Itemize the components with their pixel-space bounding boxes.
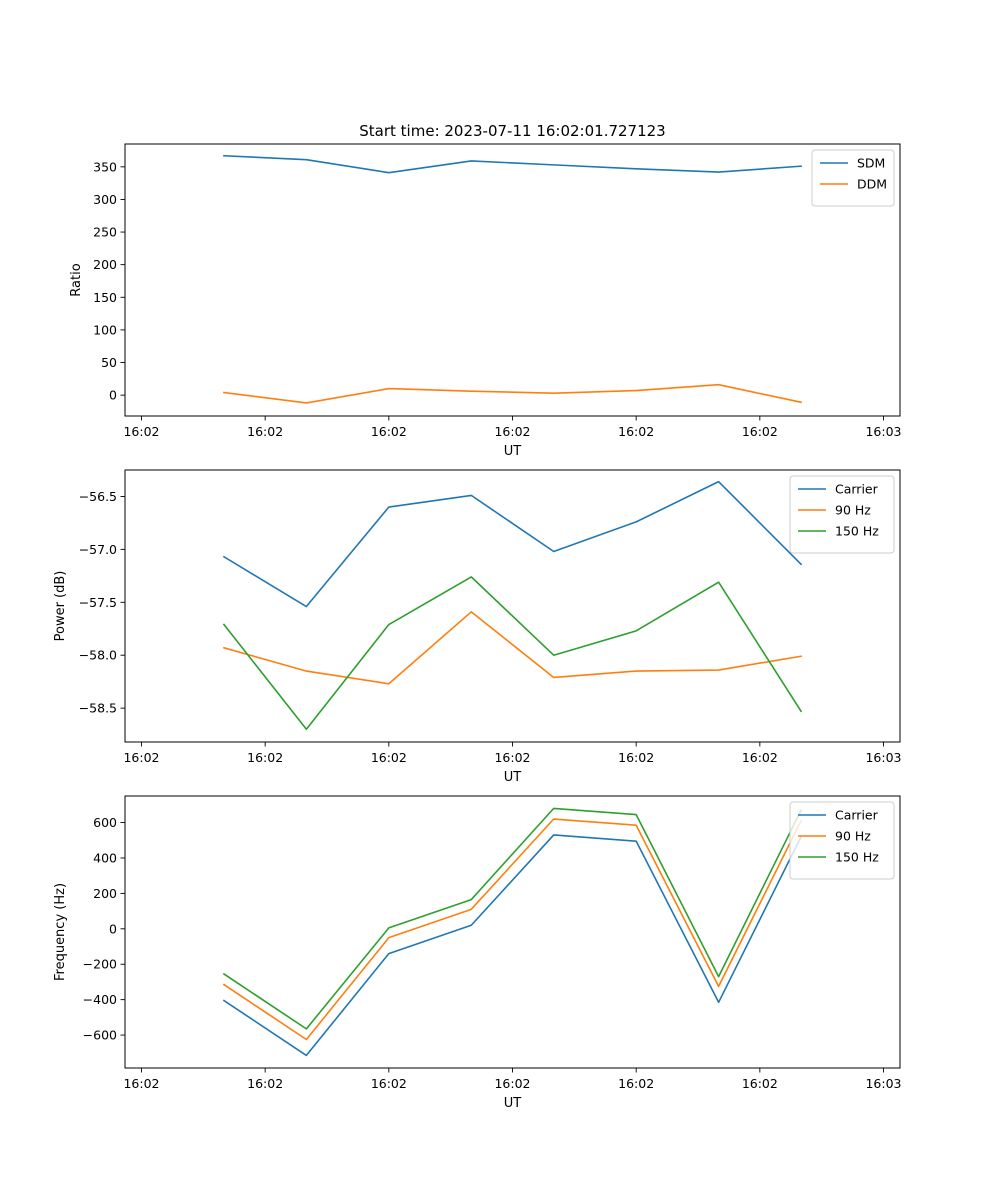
power-y-tick-label: −56.5 [79, 489, 117, 504]
frequency-y-tick-label: 0 [109, 921, 117, 936]
frequency-x-tick-label: 16:02 [618, 1076, 654, 1091]
ratio-y-tick-label: 50 [101, 355, 117, 370]
ratio-panel: 16:02 16:02 16:02 16:02 16:02 16:02 16:03 0 50 10… [69, 143, 902, 459]
ratio-x-tick-label: 16:02 [742, 424, 778, 439]
frequency-x-tick-label: 16:02 [742, 1076, 778, 1091]
power-y-tick-label: −57.5 [79, 595, 117, 610]
power-x-tick-label: 16:02 [494, 750, 530, 765]
power-series-line-150-hz [222, 576, 803, 731]
frequency-x-tick-label: 16:02 [371, 1076, 407, 1091]
figure-title: Start time: 2023-07-11 16:02:01.727123 [359, 122, 665, 140]
power-x-axis-label: UT [504, 770, 522, 785]
power-legend: Carrier 90 Hz 150 Hz [789, 475, 895, 554]
ratio-y-tick-label: 350 [93, 159, 117, 174]
power-x-tick-label: 16:03 [865, 750, 901, 765]
frequency-y-tick-label: 600 [93, 815, 117, 830]
frequency-y-tick-label: −200 [83, 957, 117, 972]
power-y-tick-label: −57.0 [79, 542, 117, 557]
frequency-panel: 16:02 16:02 16:02 16:02 16:02 16:02 16:03 −600 −… [53, 795, 902, 1111]
frequency-legend-box [789, 801, 895, 880]
frequency-legend-label-150-hz: 150 Hz [835, 850, 879, 865]
frequency-series-line-90-hz [222, 818, 803, 1041]
power-x-tick-label: 16:02 [371, 750, 407, 765]
power-legend-label-90-hz: 90 Hz [835, 503, 871, 518]
frequency-x-tick-label: 16:02 [494, 1076, 530, 1091]
ratio-series-line-sdm [223, 154, 802, 174]
ratio-y-axis-label: Ratio [69, 263, 84, 296]
ratio-legend-label-ddm: DDM [857, 177, 887, 192]
power-series-line-90-hz [222, 611, 802, 685]
ratio-y-tick-label: 250 [93, 225, 117, 240]
frequency-x-tick-label: 16:02 [247, 1076, 283, 1091]
power-y-tick-label: −58.0 [79, 648, 117, 663]
ratio-x-tick-label: 16:02 [123, 424, 159, 439]
ratio-legend-box [811, 149, 895, 207]
ratio-y-tick-label: 0 [109, 388, 117, 403]
ratio-y-tick-label: 300 [93, 192, 117, 207]
frequency-x-axis-label: UT [504, 1096, 522, 1111]
power-x-tick-label: 16:02 [123, 750, 159, 765]
ratio-x-tick-label: 16:02 [247, 424, 283, 439]
ratio-series-line-ddm [223, 383, 803, 404]
frequency-y-tick-label: −600 [83, 1028, 117, 1043]
power-y-axis-label: Power (dB) [53, 571, 68, 642]
ratio-y-tick-label: 100 [93, 322, 117, 337]
frequency-series-line-carrier [222, 834, 803, 1057]
frequency-legend: Carrier 90 Hz 150 Hz [789, 801, 895, 880]
power-legend-label-carrier: Carrier [835, 482, 879, 497]
ratio-x-axis-label: UT [504, 444, 522, 459]
power-series-line-carrier [222, 480, 803, 608]
power-legend-box [789, 475, 895, 554]
ratio-x-tick-label: 16:03 [865, 424, 901, 439]
ratio-x-tick-label: 16:02 [494, 424, 530, 439]
frequency-y-axis-label: Frequency (Hz) [53, 883, 68, 981]
frequency-y-tick-label: 400 [93, 850, 117, 865]
frequency-series-line-150-hz [222, 807, 803, 1030]
ratio-y-tick-label: 150 [93, 290, 117, 305]
frequency-legend-label-carrier: Carrier [835, 808, 879, 823]
ratio-legend-label-sdm: SDM [857, 156, 885, 171]
power-legend-label-150-hz: 150 Hz [835, 524, 879, 539]
frequency-x-tick-label: 16:02 [123, 1076, 159, 1091]
power-y-tick-label: −58.5 [79, 701, 117, 716]
ratio-y-tick-label: 200 [93, 257, 117, 272]
ratio-legend: SDM DDM [811, 149, 895, 207]
power-x-tick-label: 16:02 [247, 750, 283, 765]
power-x-tick-label: 16:02 [618, 750, 654, 765]
frequency-x-tick-label: 16:03 [865, 1076, 901, 1091]
frequency-y-tick-label: 200 [93, 886, 117, 901]
ratio-x-tick-label: 16:02 [618, 424, 654, 439]
frequency-y-tick-label: −400 [83, 992, 117, 1007]
frequency-legend-label-90-hz: 90 Hz [835, 829, 871, 844]
power-panel: 16:02 16:02 16:02 16:02 16:02 16:02 16:03 −58.5… [53, 469, 902, 785]
power-x-tick-label: 16:02 [742, 750, 778, 765]
ratio-x-tick-label: 16:02 [371, 424, 407, 439]
